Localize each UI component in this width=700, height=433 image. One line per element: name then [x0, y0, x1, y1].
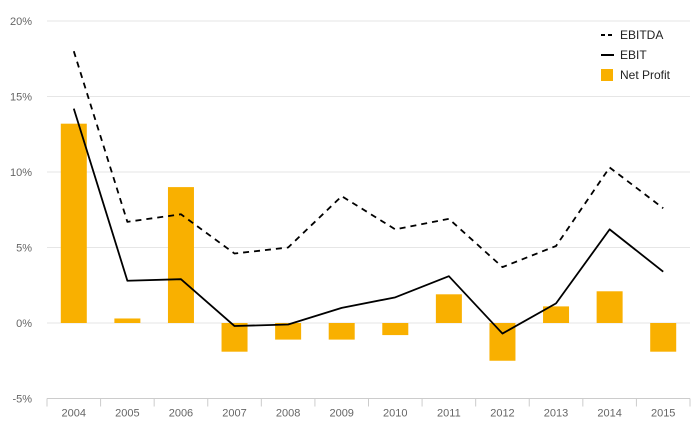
x-tick-label: 2014	[597, 408, 621, 420]
legend-ebit-label: EBIT	[620, 48, 647, 62]
x-tick-label: 2007	[222, 408, 246, 420]
legend-ebitda-label: EBITDA	[620, 28, 663, 42]
net-profit-bar	[435, 294, 462, 323]
x-tick-label: 2006	[169, 408, 193, 420]
x-tick-label: 2010	[383, 408, 407, 420]
x-tick-label: 2012	[490, 408, 514, 420]
net-profit-bar	[650, 323, 677, 352]
x-tick-label: 2011	[437, 408, 461, 420]
y-tick-label: 15%	[10, 92, 32, 104]
net-profit-bar	[328, 323, 355, 340]
grid-lines	[47, 20, 690, 324]
net-profit-bar	[382, 323, 409, 336]
ebitda-line	[72, 50, 664, 269]
y-tick-label: 20%	[10, 16, 32, 28]
y-tick-label: -5%	[12, 394, 32, 406]
y-axis-ticks: 20% 15% 10% 5% 0% -5%	[10, 16, 32, 406]
net-profit-bar	[60, 123, 87, 324]
ebit-line	[72, 108, 664, 335]
legend: EBITDA EBIT Net Profit	[601, 28, 671, 82]
net-profit-bar	[221, 323, 248, 352]
y-tick-label: 5%	[16, 243, 32, 255]
series-lines	[72, 50, 664, 335]
legend-net-profit-marker	[601, 69, 613, 81]
x-tick-label: 2013	[544, 408, 568, 420]
x-tick-label: 2005	[115, 408, 139, 420]
net-profit-bar	[114, 318, 141, 323]
net-profit-bar	[543, 306, 570, 323]
x-tick-label: 2015	[651, 408, 675, 420]
y-tick-label: 10%	[10, 167, 32, 179]
x-tick-label: 2004	[62, 408, 86, 420]
net-profit-bar	[596, 291, 623, 323]
x-axis: 2004 2005 2006 2007 2008 2009 2010 2011 2012 2013…	[46, 398, 691, 420]
y-tick-label: 0%	[16, 318, 32, 330]
net-profit-bar	[275, 323, 302, 340]
net-profit-bars	[60, 123, 677, 361]
legend-net-profit-label: Net Profit	[620, 68, 671, 82]
x-tick-label: 2008	[276, 408, 300, 420]
net-profit-bar	[167, 187, 194, 323]
x-tick-label: 2009	[329, 408, 353, 420]
